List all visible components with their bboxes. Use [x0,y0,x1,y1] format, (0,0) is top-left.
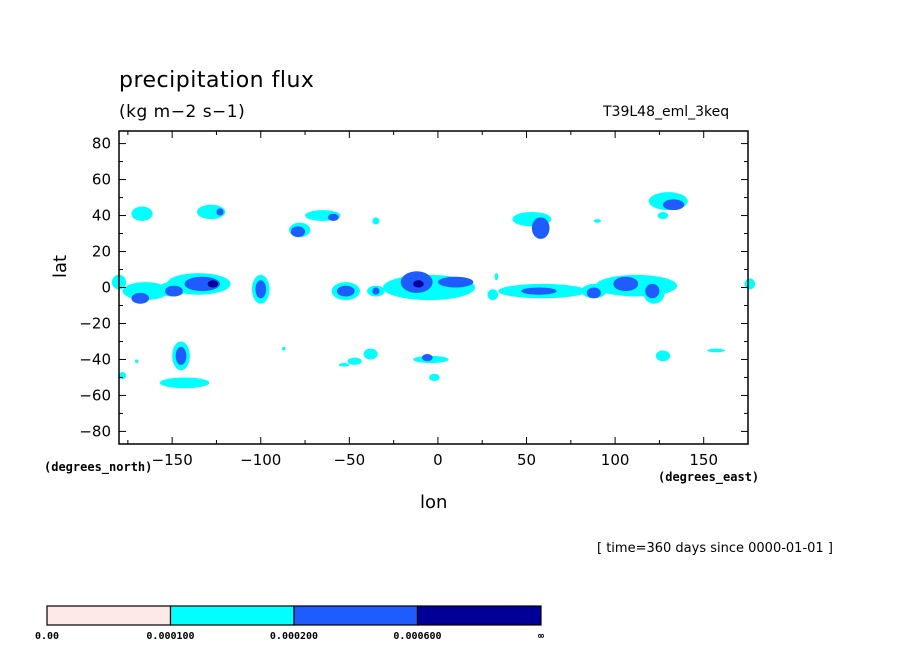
chart-title: precipitation flux [119,68,315,93]
precip-region-level-2 [175,346,187,365]
precip-region-level-2 [336,285,355,297]
precip-region-level-1 [134,359,139,364]
colorbar-swatch [46,605,172,626]
colorbar-swatch [293,605,419,626]
y-tick-label: −20 [79,314,111,332]
precip-region-level-1 [593,219,601,223]
x-tick-label: 0 [433,451,443,469]
precip-region-level-1 [131,206,153,221]
precip-region-level-2 [662,199,685,211]
precip-region-level-1 [655,350,671,362]
precip-region-level-1 [657,211,669,220]
precip-region-level-1 [487,289,499,301]
precip-region-level-3 [207,280,219,288]
precip-region-level-2 [328,213,339,221]
precip-region-level-1 [744,278,756,290]
y-tick-label: 60 [92,171,111,189]
axis-ticks: −150 −100 −50 0 50 100 150 80 60 40 20 0 −20 −40 −60 −8… [79,131,749,469]
precip-region-level-1 [196,204,226,220]
x-tick-label: −100 [240,451,281,469]
precip-region-level-2 [216,208,224,216]
precip-region-level-2 [613,276,639,292]
precip-region-level-2 [255,280,267,299]
precip-region-level-1 [494,273,499,281]
precip-region-level-1 [372,217,380,225]
x-axis-label: lon [420,492,448,513]
precip-region-level-2 [165,285,183,297]
precip-region-level-1 [159,377,210,389]
y-tick-label: −40 [79,350,111,368]
colorbar-swatch [169,605,295,626]
chart-subtitle-units: (kg m−2 s−1) [119,102,246,122]
precip-region-level-2 [421,354,433,362]
precip-region-level-2 [521,287,557,295]
y-tick-label: 20 [92,243,111,261]
precip-region-level-2 [372,287,380,295]
y-tick-label: 0 [101,279,111,297]
precip-region-level-2 [645,283,660,299]
y-axis-label: lat [50,254,71,278]
precip-region-level-2 [531,217,550,239]
precip-region-level-1 [670,283,678,288]
colorbar-label: ∞ [538,631,544,642]
precip-region-level-1 [338,363,350,367]
x-tick-label: 100 [601,451,630,469]
x-axis-units: (degrees_east) [658,470,760,484]
y-tick-label: 40 [92,207,111,225]
colorbar-label: 0.000100 [146,631,194,642]
precip-region-level-1 [429,373,440,382]
colorbar-swatch [416,605,542,626]
colorbar-label: 0.000600 [393,631,441,642]
precip-region-level-2 [131,292,150,304]
precip-region-level-1 [363,348,378,360]
x-tick-label: 150 [689,451,718,469]
precip-region-level-2 [437,276,474,288]
precip-region-level-2 [586,287,601,299]
x-tick-label: 50 [517,451,536,469]
x-tick-label: −50 [334,451,366,469]
x-tick-label: −150 [152,451,193,469]
precip-region-level-2 [184,276,220,292]
y-axis-units: (degrees_north) [44,460,153,474]
precip-region-level-1 [119,372,127,380]
colorbar-label: 0.00 [35,631,59,642]
time-info: [ time=360 days since 0000-01-01 ] [597,541,833,556]
precip-region-level-1 [282,346,286,351]
y-tick-label: 80 [92,135,111,153]
precip-region-level-3 [413,280,424,288]
contour-features [111,192,756,389]
precip-region-level-2 [290,226,306,238]
run-label: T39L48_eml_3keq [603,104,730,120]
precip-region-level-1 [707,348,725,353]
precip-region-level-1 [347,357,362,365]
y-tick-label: −60 [79,386,111,404]
colorbar-legend: 0.00 0.000100 0.000200 0.000600 ∞ [35,605,544,642]
colorbar-label: 0.000200 [270,631,318,642]
y-tick-label: −80 [79,422,111,440]
